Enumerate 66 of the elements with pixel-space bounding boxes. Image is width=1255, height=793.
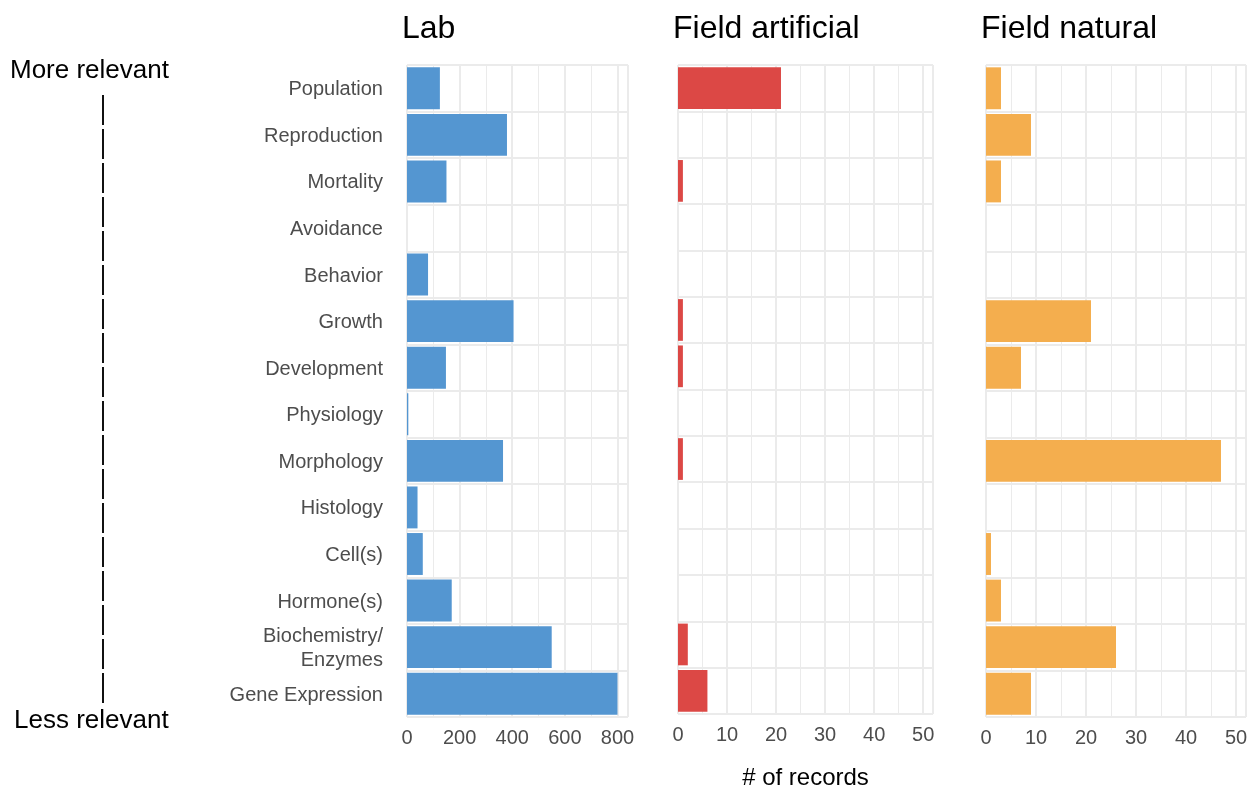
x-tick-label: 0 bbox=[672, 723, 684, 745]
x-axis-title: # of records bbox=[742, 762, 869, 790]
bar bbox=[986, 160, 1001, 203]
bar bbox=[407, 579, 452, 622]
bar bbox=[407, 253, 429, 296]
bar bbox=[986, 346, 1021, 389]
chart-title: Lab bbox=[402, 9, 456, 45]
x-tick-label: 10 bbox=[715, 723, 739, 745]
y-tick-label: Gene Expression bbox=[229, 682, 383, 705]
bar bbox=[986, 533, 991, 575]
y-tick-label: Histology bbox=[300, 496, 383, 519]
chart-title: Field artificial bbox=[673, 9, 860, 45]
x-tick-label: 10 bbox=[1024, 726, 1048, 748]
x-tick-label: 50 bbox=[912, 723, 935, 745]
y-tick-label: Development bbox=[265, 356, 384, 379]
bar bbox=[407, 672, 618, 715]
bar bbox=[407, 113, 507, 156]
bar bbox=[678, 345, 683, 388]
y-tick-label: Reproduction bbox=[264, 123, 383, 146]
bar bbox=[986, 113, 1031, 156]
bar bbox=[407, 626, 552, 669]
bar bbox=[678, 623, 688, 666]
x-tick-label: 50 bbox=[1224, 726, 1248, 748]
x-tick-label: 800 bbox=[600, 726, 635, 748]
text: More relevant bbox=[10, 54, 170, 84]
y-tick-label: Growth bbox=[318, 310, 383, 333]
y-tick-label: Cell(s) bbox=[325, 543, 383, 565]
x-tick-label: 40 bbox=[1174, 726, 1198, 748]
bar bbox=[678, 669, 708, 712]
bar bbox=[986, 300, 1091, 343]
bar bbox=[407, 67, 440, 110]
y-tick-label: Hormone(s) bbox=[277, 589, 383, 612]
bar bbox=[407, 160, 447, 203]
x-tick-label: 30 bbox=[1124, 726, 1148, 748]
bar bbox=[986, 672, 1031, 715]
x-tick-label: 30 bbox=[813, 723, 837, 745]
bar bbox=[407, 533, 423, 575]
y-tick-label: Population bbox=[288, 77, 383, 100]
x-tick-label: 20 bbox=[1074, 726, 1098, 748]
chart-title: Field natural bbox=[981, 9, 1158, 45]
x-tick-label: 20 bbox=[764, 723, 788, 745]
bar bbox=[407, 346, 446, 389]
x-tick-label: 0 bbox=[401, 726, 413, 748]
x-tick-label: 0 bbox=[980, 726, 992, 748]
y-tick-label: Avoidance bbox=[289, 217, 383, 239]
bar bbox=[407, 439, 504, 482]
bar bbox=[678, 67, 781, 110]
bar bbox=[678, 438, 683, 480]
y-tick-label: Mortality bbox=[307, 170, 383, 193]
x-tick-label: 200 bbox=[442, 726, 477, 748]
bar bbox=[407, 300, 514, 343]
bar bbox=[407, 486, 418, 529]
text: Less relevant bbox=[14, 704, 170, 734]
x-tick-label: 600 bbox=[548, 726, 582, 748]
y-tick-label: Biochemistry/ Enzymes bbox=[262, 624, 384, 671]
bar bbox=[986, 626, 1116, 669]
bar bbox=[986, 67, 1001, 110]
y-tick-label: Morphology bbox=[278, 449, 383, 472]
bar bbox=[986, 579, 1001, 622]
y-tick-label: Physiology bbox=[286, 403, 383, 426]
bar bbox=[678, 299, 683, 341]
bar bbox=[986, 439, 1221, 482]
x-tick-label: 40 bbox=[863, 723, 886, 745]
y-tick-label: Behavior bbox=[304, 263, 384, 286]
x-tick-label: 400 bbox=[495, 726, 529, 748]
bar bbox=[678, 160, 683, 202]
